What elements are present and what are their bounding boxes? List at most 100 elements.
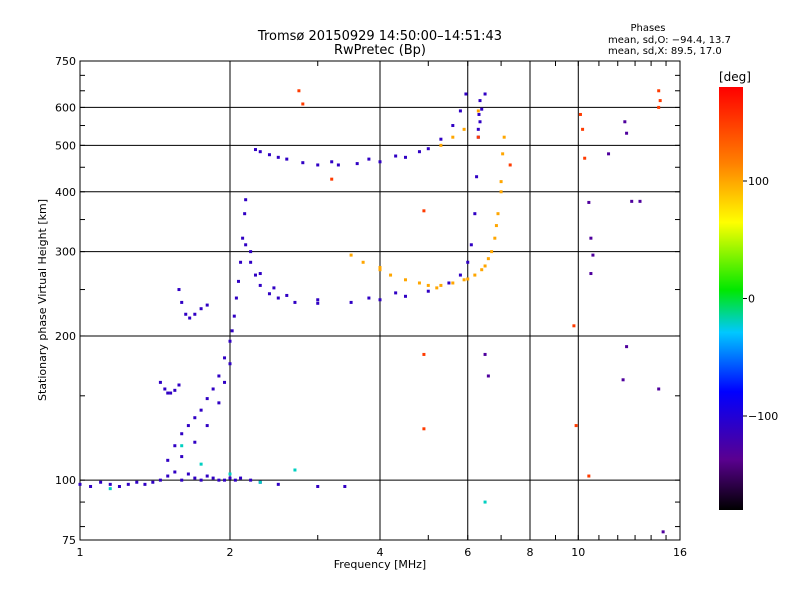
data-point: [478, 99, 482, 103]
y-axis: 75 100 200 300 400 500 600 750: [55, 55, 680, 547]
data-point: [478, 120, 482, 124]
data-point: [169, 391, 173, 395]
data-point: [158, 478, 162, 482]
data-point: [186, 472, 190, 476]
data-point: [587, 200, 591, 204]
y-tick-label: 100: [55, 474, 76, 487]
data-point: [466, 260, 470, 264]
data-point: [258, 283, 262, 287]
data-point: [476, 127, 480, 131]
data-point: [186, 424, 190, 428]
data-point: [241, 236, 245, 240]
data-point: [258, 272, 262, 276]
data-point: [223, 478, 227, 482]
data-point: [493, 236, 497, 240]
data-point: [508, 163, 512, 167]
data-point: [422, 209, 426, 213]
x-axis-label: Frequency [MHz]: [334, 558, 426, 571]
data-point: [403, 294, 407, 298]
x-tick-label: 8: [527, 546, 534, 559]
data-point: [473, 273, 477, 277]
data-point: [177, 383, 181, 387]
data-point: [180, 455, 184, 459]
data-point: [173, 470, 177, 474]
data-point: [630, 199, 634, 203]
data-point: [417, 150, 421, 154]
data-point: [244, 198, 248, 202]
data-point: [378, 298, 382, 302]
data-point: [316, 484, 320, 488]
data-point: [426, 283, 430, 287]
data-point: [638, 199, 642, 203]
y-tick-label: 500: [55, 139, 76, 152]
data-point: [205, 424, 209, 428]
data-point: [355, 162, 359, 166]
data-point: [205, 474, 209, 478]
data-point: [330, 160, 334, 164]
colorbar-ticks: −100 0 100: [743, 175, 778, 423]
data-point: [228, 362, 232, 366]
data-point: [205, 397, 209, 401]
data-point: [232, 314, 236, 318]
data-point: [343, 484, 347, 488]
data-point: [462, 127, 466, 131]
data-point: [135, 480, 139, 484]
x-tick-label: 10: [571, 546, 585, 559]
data-point: [199, 462, 203, 466]
data-point: [316, 163, 320, 167]
data-point: [583, 156, 587, 160]
data-point: [234, 296, 238, 300]
data-point: [483, 352, 487, 356]
data-point: [253, 273, 257, 277]
phases-o-line: mean, sd,O: −94.4, 13.7: [608, 35, 731, 46]
data-point: [426, 289, 430, 293]
data-point: [301, 161, 305, 165]
data-point: [276, 482, 280, 486]
data-point: [657, 387, 661, 391]
data-point: [217, 401, 221, 405]
y-tick-label: 200: [55, 330, 76, 343]
data-point: [589, 272, 593, 276]
data-point: [158, 380, 162, 384]
data-point: [439, 283, 443, 287]
data-point: [293, 300, 297, 304]
data-point: [447, 281, 451, 285]
data-point: [490, 250, 494, 254]
data-point: [367, 296, 371, 300]
data-point: [475, 175, 479, 179]
x-tick-label: 16: [673, 546, 687, 559]
data-point: [117, 484, 121, 488]
data-point: [451, 135, 455, 139]
data-point: [574, 424, 578, 428]
data-point: [78, 482, 82, 486]
data-point: [193, 416, 197, 420]
data-point: [177, 288, 181, 292]
data-point: [193, 476, 197, 480]
data-point: [243, 212, 247, 216]
data-point: [349, 300, 353, 304]
data-point: [151, 480, 155, 484]
data-point: [458, 109, 462, 113]
data-point: [349, 253, 353, 257]
data-point: [486, 374, 490, 378]
data-point: [657, 89, 661, 93]
data-point: [108, 487, 112, 491]
chart-subtitle: RwPretec (Bp): [334, 43, 426, 58]
data-point: [143, 482, 147, 486]
data-point: [499, 180, 503, 184]
y-tick-label: 400: [55, 186, 76, 199]
x-tick-label: 4: [377, 546, 384, 559]
data-point: [499, 190, 503, 194]
data-point: [589, 236, 593, 240]
data-point: [228, 476, 232, 480]
data-point: [496, 212, 500, 216]
data-point: [623, 120, 627, 124]
data-point: [244, 243, 248, 247]
data-point: [389, 273, 393, 277]
data-point: [180, 478, 184, 482]
x-axis: 1 2 4 6 8 10 16: [77, 61, 687, 559]
data-point: [581, 127, 585, 131]
data-points: [78, 89, 665, 534]
y-tick-label: 75: [62, 534, 76, 547]
